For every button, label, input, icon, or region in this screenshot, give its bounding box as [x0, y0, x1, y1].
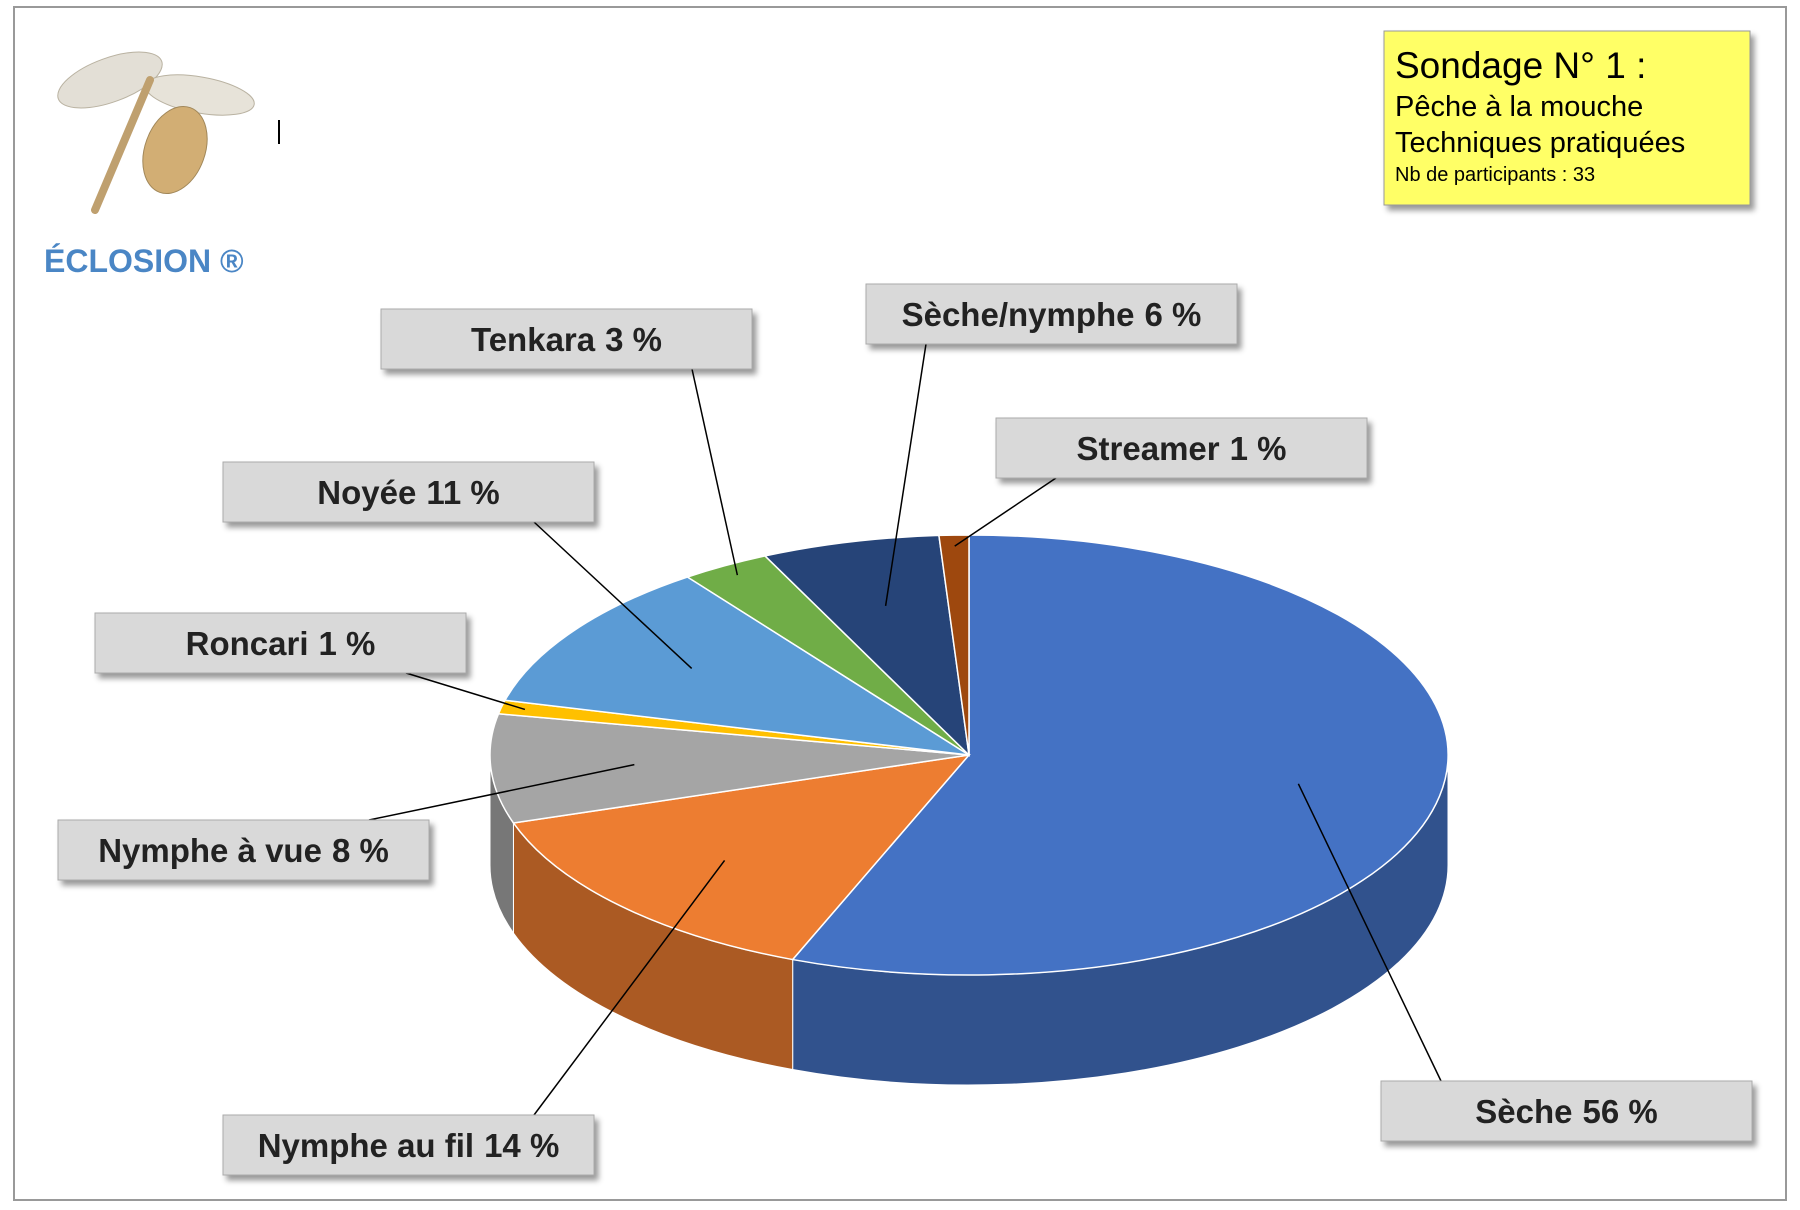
label-value: 6 %	[1145, 296, 1202, 333]
label-value: 8 %	[332, 832, 389, 869]
logo-insect	[57, 51, 255, 214]
label-name: Noyée	[317, 474, 416, 511]
info-box: Sondage N° 1 : Pêche à la mouche Techniq…	[1383, 30, 1751, 206]
label-box	[1380, 1080, 1753, 1142]
leader-line	[1297, 783, 1442, 1082]
data-label: Sèche 56 %	[1475, 1093, 1657, 1130]
label-name: Nymphe à vue	[98, 832, 322, 869]
slice	[763, 534, 971, 758]
label-name: Sèche/nymphe	[902, 296, 1135, 333]
label-value: 14 %	[484, 1127, 559, 1164]
leader-line	[954, 477, 1057, 547]
info-line: Nb de participants : 33	[1395, 164, 1595, 186]
logo-text: ÉCLOSION ®	[44, 243, 244, 279]
leader-line	[368, 763, 635, 821]
label-box	[222, 461, 595, 523]
data-label: Sèche/nymphe 6 %	[902, 296, 1202, 333]
label-value: 1 %	[319, 625, 376, 662]
data-label: Roncari 1 %	[186, 625, 376, 662]
leader-line	[884, 343, 927, 606]
label-box	[57, 819, 430, 881]
label-value: 3 %	[605, 321, 662, 358]
info-line: Techniques pratiquées	[1395, 127, 1685, 159]
label-box	[995, 417, 1368, 479]
info-box-bg	[1383, 30, 1751, 206]
data-label: Nymphe au fil 14 %	[258, 1127, 560, 1164]
slice	[489, 712, 970, 824]
label-box	[865, 283, 1238, 345]
label-name: Sèche	[1475, 1093, 1572, 1130]
leader-line	[533, 521, 693, 669]
label-name: Nymphe au fil	[258, 1127, 474, 1164]
label-name: Tenkara	[471, 321, 596, 358]
label-value: 1 %	[1230, 430, 1287, 467]
leader-line	[405, 672, 526, 711]
data-label: Noyée 11 %	[317, 474, 499, 511]
slice	[503, 576, 970, 756]
label-value: 56 %	[1583, 1093, 1658, 1130]
leader-line	[691, 368, 739, 576]
data-label: Nymphe à vue 8 %	[98, 832, 389, 869]
leader-line	[533, 859, 726, 1116]
slice	[791, 534, 1449, 976]
info-line: Pêche à la mouche	[1395, 91, 1643, 123]
frame	[13, 6, 1787, 1201]
label-name: Streamer	[1077, 430, 1220, 467]
label-box	[222, 1114, 595, 1176]
label-value: 11 %	[426, 474, 499, 511]
data-label: Tenkara 3 %	[471, 321, 662, 358]
label-box	[94, 612, 467, 674]
label-box	[380, 308, 753, 370]
info-title: Sondage N° 1 :	[1395, 45, 1646, 86]
label-name: Roncari	[186, 625, 309, 662]
slice	[938, 534, 970, 756]
data-label: Streamer 1 %	[1077, 430, 1287, 467]
